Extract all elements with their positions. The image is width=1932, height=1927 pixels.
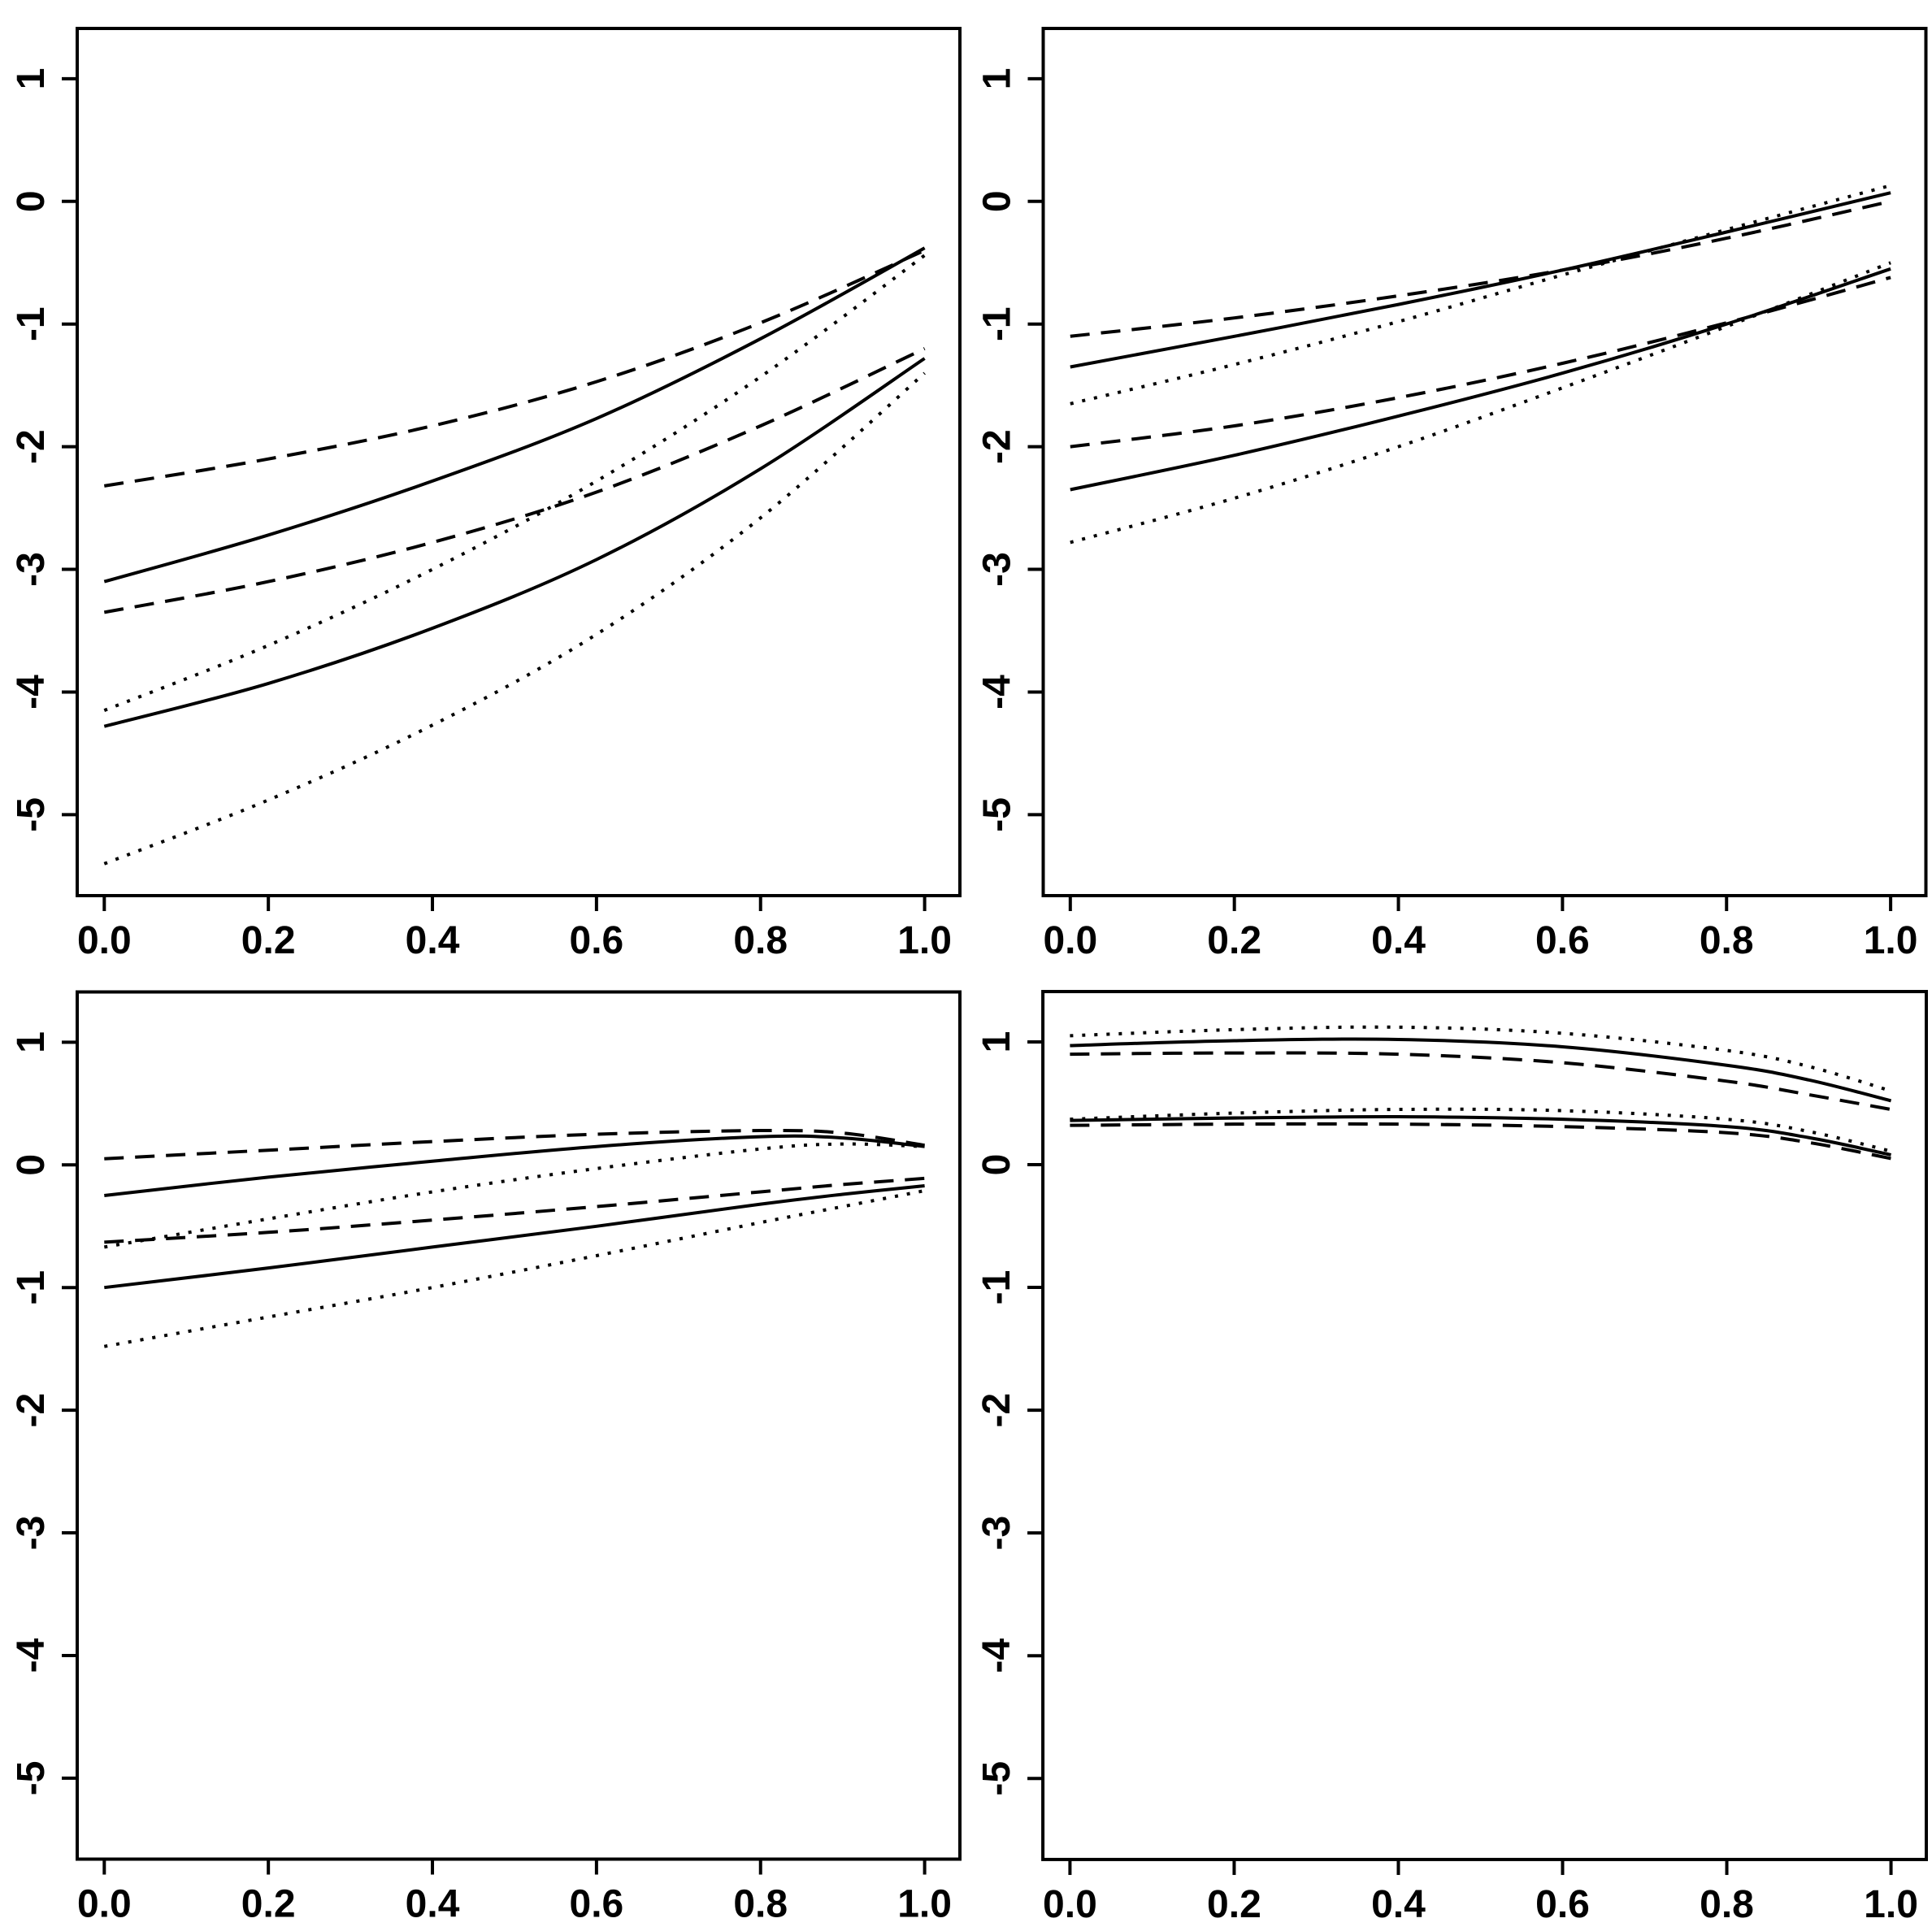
x-axis-tick-label: 0.6 — [570, 1883, 624, 1926]
y-axis-tick-label: -1 — [975, 1270, 1018, 1305]
curve-group2-band-upper-dashed — [1070, 1122, 1891, 1161]
y-axis-tick-label: -1 — [10, 1270, 53, 1305]
x-axis-tick-label: 0.0 — [1043, 1883, 1097, 1926]
y-axis-tick-label: -5 — [975, 1761, 1018, 1796]
y-axis-tick-label: -2 — [976, 429, 1019, 464]
x-axis-tick-label: 0.4 — [1371, 919, 1426, 962]
x-axis-tick-label: 0.8 — [733, 919, 788, 962]
y-axis-tick-label: -5 — [976, 797, 1019, 832]
curve-group1-estimate-solid — [1070, 191, 1891, 369]
y-axis-tick-label: 1 — [10, 1031, 53, 1053]
x-axis-tick-label: 1.0 — [1864, 1883, 1918, 1926]
y-axis-tick-label: 1 — [976, 68, 1019, 90]
panel-bottom-right: 0.0 0.2 0.4 0.6 0.8 1.0 1 0 -1 -2 -3 -4 -5 — [966, 963, 1932, 1927]
x-axis-tick-label: 0.8 — [1700, 1883, 1754, 1926]
panel-bottom-left: 0.0 0.2 0.4 0.6 0.8 1.0 1 0 -1 -2 -3 -4 -5 — [0, 963, 966, 1927]
x-axis-tick-label: 0.4 — [406, 919, 460, 962]
curve-group1-band-upper-dashed — [104, 1128, 925, 1161]
panel-bottom-left-plot: 0.0 0.2 0.4 0.6 0.8 1.0 1 0 -1 -2 -3 -4 -5 — [10, 990, 962, 1926]
y-axis-tick-label: 0 — [975, 1154, 1018, 1176]
curve-group2-band-lower-dotted — [1070, 261, 1891, 545]
panel-top-left: 0.0 0.2 0.4 0.6 0.8 1.0 1 0 -1 -2 -3 -4 -5 — [0, 0, 966, 963]
curve-group1-band-lower-dotted — [1070, 1025, 1892, 1093]
panel-bottom-right-plot: 0.0 0.2 0.4 0.6 0.8 1.0 1 0 -1 -2 -3 -4 -5 — [975, 990, 1928, 1926]
y-axis-tick-label: 0 — [976, 190, 1019, 212]
y-axis-tick-label: -5 — [10, 1761, 53, 1796]
curve-group2-estimate-solid — [1070, 1115, 1891, 1157]
x-axis-tick-label: 0.4 — [406, 1883, 460, 1926]
curve-group2-estimate-solid — [1070, 267, 1891, 492]
y-axis-tick-label: 1 — [10, 68, 53, 90]
curve-group1-band-upper-dashed — [103, 249, 926, 488]
y-axis-tick-label: -2 — [10, 429, 53, 464]
y-axis-tick-label: -3 — [10, 552, 53, 587]
curve-group1-estimate-solid — [103, 246, 926, 584]
y-axis-tick-label: -1 — [976, 306, 1019, 341]
y-axis-tick-label: -4 — [976, 675, 1019, 710]
y-axis-tick-label: -3 — [10, 1516, 53, 1551]
y-axis-tick-label: -4 — [10, 675, 53, 710]
panel-top-left-plot: 0.0 0.2 0.4 0.6 0.8 1.0 1 0 -1 -2 -3 -4 -5 — [10, 27, 962, 962]
curve-group1-band-upper-dashed — [1070, 1051, 1891, 1112]
x-axis-tick-label: 1.0 — [897, 919, 952, 962]
y-axis-tick-label: -3 — [976, 552, 1019, 587]
y-axis-tick-label: 1 — [975, 1031, 1018, 1053]
x-axis-tick-label: 0.0 — [77, 1883, 132, 1926]
panel-top-right-plot: 0.0 0.2 0.4 0.6 0.8 1.0 1 0 -1 -2 -3 -4 -5 — [976, 27, 1928, 962]
y-axis-tick-label: -4 — [10, 1638, 53, 1673]
plot-box — [1041, 27, 1928, 897]
curve-group2-band-lower-dotted — [1070, 1107, 1892, 1153]
curve-group2-band-upper-dashed — [103, 347, 926, 614]
x-axis-tick-label: 1.0 — [1864, 919, 1918, 962]
x-axis-tick-label: 0.6 — [1535, 919, 1590, 962]
y-axis-tick-label: -5 — [10, 797, 53, 832]
y-axis-tick-label: 0 — [10, 190, 53, 212]
curve-group2-estimate-solid — [103, 357, 926, 728]
x-axis-tick-label: 0.2 — [1207, 1883, 1261, 1926]
panel-top-right: 0.0 0.2 0.4 0.6 0.8 1.0 1 0 -1 -2 -3 -4 -5 — [966, 0, 1932, 963]
x-axis-tick-label: 0.2 — [241, 1883, 296, 1926]
curve-group1-band-upper-dashed — [1070, 199, 1891, 338]
plot-box — [76, 990, 962, 1861]
y-axis-tick-label: -4 — [975, 1638, 1018, 1673]
curve-group1-band-lower-dotted — [103, 254, 926, 712]
x-axis-tick-label: 0.0 — [77, 919, 132, 962]
x-axis-tick-label: 0.2 — [1207, 919, 1261, 962]
x-axis-tick-label: 0.8 — [1700, 919, 1754, 962]
plot-box — [76, 27, 962, 897]
y-axis-tick-label: -2 — [10, 1393, 53, 1428]
curve-group1-band-lower-dotted — [103, 1142, 925, 1249]
curve-group2-band-lower-dotted — [103, 371, 926, 866]
curve-group2-band-upper-dashed — [104, 1176, 925, 1244]
x-axis-tick-label: 0.8 — [733, 1883, 788, 1926]
y-axis-tick-label: 0 — [10, 1154, 53, 1176]
curve-group1-band-lower-dotted — [1070, 184, 1891, 406]
x-axis-tick-label: 1.0 — [897, 1883, 952, 1926]
x-axis-tick-label: 0.4 — [1371, 1883, 1426, 1926]
plot-box — [1041, 990, 1928, 1861]
y-axis-tick-label: -3 — [975, 1516, 1018, 1551]
y-axis-tick-label: -2 — [975, 1393, 1018, 1428]
curve-group2-estimate-solid — [104, 1184, 925, 1290]
x-axis-tick-label: 0.6 — [570, 919, 624, 962]
curve-group1-estimate-solid — [104, 1134, 925, 1197]
x-axis-tick-label: 0.2 — [241, 919, 296, 962]
x-axis-tick-label: 0.0 — [1043, 919, 1097, 962]
curve-group2-band-upper-dashed — [1070, 276, 1891, 449]
x-axis-tick-label: 0.6 — [1535, 1883, 1590, 1926]
y-axis-tick-label: -1 — [10, 306, 53, 341]
curve-group1-estimate-solid — [1070, 1037, 1892, 1103]
